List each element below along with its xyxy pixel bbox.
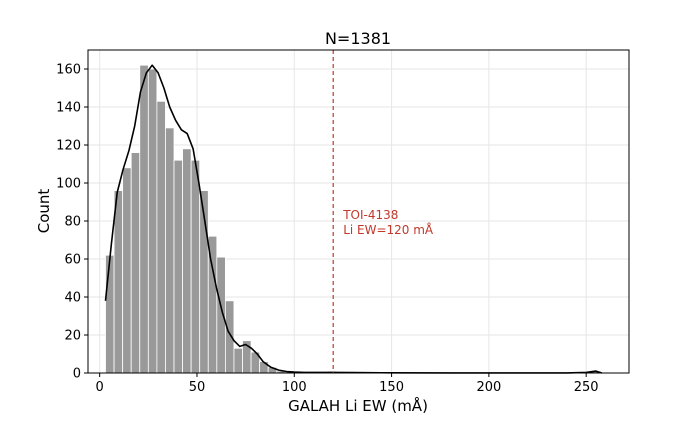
y-tick-label: 40: [64, 291, 81, 306]
histogram-bar: [105, 254, 115, 374]
y-tick-label: 20: [64, 329, 81, 344]
histogram-bar: [182, 148, 192, 374]
histogram-bar: [165, 127, 175, 374]
ticks-layer: 0 50 100 150 200 250 0 20 40 60 80 100 120 140 160: [56, 63, 598, 396]
x-tick-label: 200: [476, 380, 501, 395]
histogram-bar: [130, 152, 141, 374]
bars-layer: [105, 64, 601, 374]
y-tick-label: 140: [56, 101, 81, 116]
chart-title: N=1381: [325, 29, 391, 48]
plot-frame: [87, 49, 630, 374]
y-tick-label: 0: [73, 367, 81, 382]
x-tick-label: 250: [574, 380, 599, 395]
histogram-bar: [224, 300, 235, 374]
y-tick-label: 100: [56, 177, 81, 192]
histogram-bar: [259, 361, 269, 374]
histogram-bar: [139, 64, 149, 374]
x-tick-label: 100: [282, 380, 307, 395]
y-tick-label: 120: [56, 139, 81, 154]
histogram-bar: [122, 167, 132, 374]
histogram-bar: [216, 256, 226, 374]
x-tick-label: 150: [379, 380, 404, 395]
histogram-bar: [156, 100, 166, 374]
y-tick-label: 80: [64, 215, 81, 230]
y-tick-label: 60: [64, 253, 81, 268]
histogram-bar: [233, 347, 243, 374]
y-axis-title: Count: [35, 189, 53, 234]
histogram-bar: [113, 190, 124, 374]
x-tick-label: 0: [96, 380, 104, 395]
x-axis-title: GALAH Li EW (mÅ): [288, 396, 428, 415]
y-tick-label: 160: [56, 63, 81, 78]
histogram-bar: [147, 68, 158, 374]
reference-label: TOI-4138: [342, 208, 398, 222]
histogram-bar: [173, 159, 183, 374]
histogram-bar: [190, 159, 201, 374]
reference-label: Li EW=120 mÅ: [343, 222, 434, 237]
x-tick-label: 50: [189, 380, 206, 395]
